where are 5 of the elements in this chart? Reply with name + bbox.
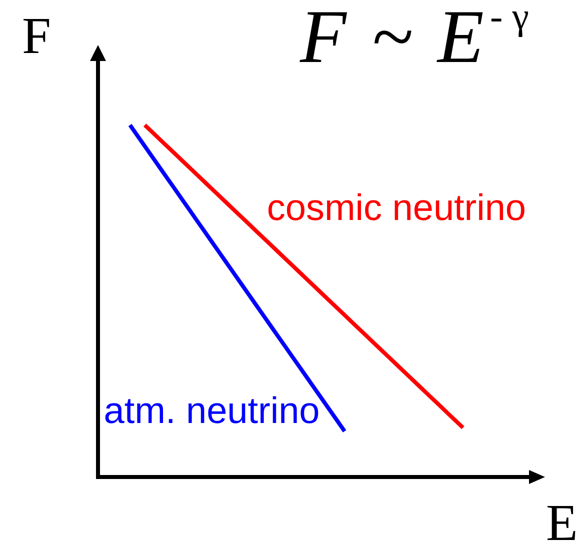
y-axis-title: F bbox=[22, 8, 51, 65]
chart-title: F ~ E$^{- γ}$ bbox=[300, 0, 529, 79]
series-label: atm. neutrino bbox=[104, 390, 320, 432]
series-label: cosmic neutrino bbox=[266, 187, 526, 228]
x-axis-title: E bbox=[546, 495, 578, 546]
